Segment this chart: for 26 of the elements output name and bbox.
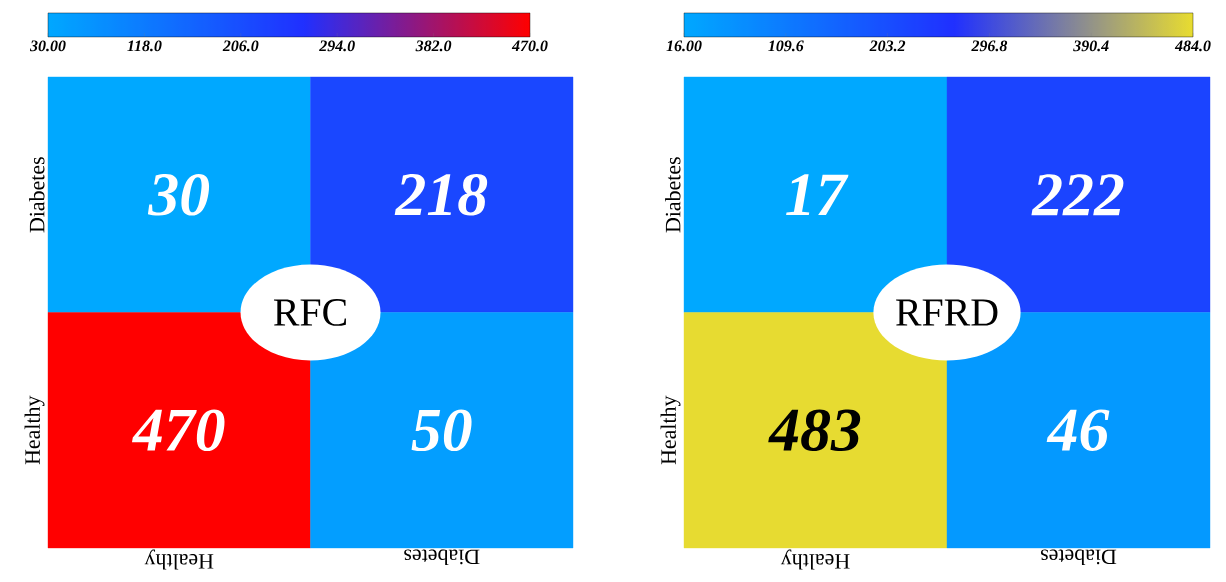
data-label: 222 (1031, 174, 1124, 216)
color-bar-label: 470.0 (511, 40, 548, 52)
color-bar-label: 16.00 (666, 40, 702, 52)
color-bar-label: 118.0 (127, 40, 162, 52)
data-label: 218 (394, 173, 488, 216)
data-label: 483 (768, 409, 861, 452)
text: RFRD (896, 299, 998, 326)
color-bar-label: 296.8 (971, 40, 1008, 52)
x-tick-label: Diabetes (404, 549, 480, 565)
x-tick-label: Healthy (780, 549, 850, 570)
data-label: 46 (1046, 409, 1110, 451)
color-bar-label: 390.4 (1073, 40, 1109, 52)
color-bar-label: 382.0 (415, 40, 452, 52)
color-bar-label: 109.6 (768, 40, 804, 52)
text: RFC (273, 299, 346, 326)
x-tick-label: Healthy (144, 549, 214, 570)
x-tick-label: Diabetes (1040, 549, 1117, 565)
color-bar-label: 294.0 (319, 40, 355, 52)
color-bar-label: 206.0 (222, 40, 259, 52)
data-label: 470 (131, 409, 225, 452)
color-bar-label: 30.00 (29, 40, 66, 52)
color-bar-label: 203.2 (869, 40, 906, 52)
data-label: 17 (786, 174, 849, 216)
data-label: 30 (147, 173, 210, 216)
color-bar-label: 484.0 (1174, 40, 1211, 52)
data-label: 50 (411, 409, 472, 452)
